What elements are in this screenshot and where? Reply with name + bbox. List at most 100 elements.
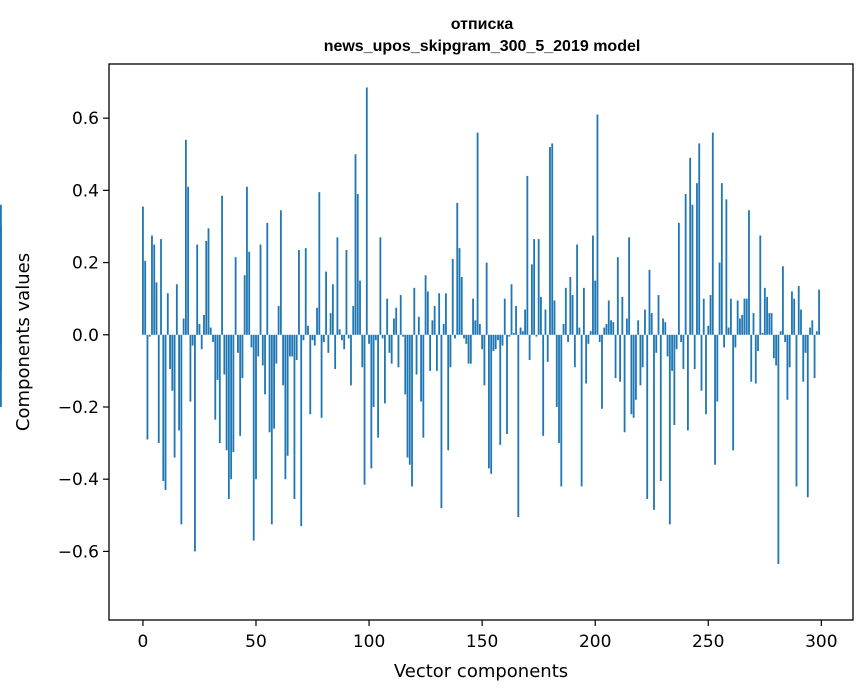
bar-27 [203, 314, 205, 335]
bar-298 [815, 331, 818, 335]
bar-250 [707, 325, 710, 335]
y-tick-label: 0.0 [72, 326, 99, 346]
x-tick-label: 50 [245, 632, 267, 652]
bar-173 [533, 239, 536, 335]
bar-192 [576, 244, 579, 335]
bar-30 [209, 327, 212, 335]
bar-252 [711, 132, 714, 335]
bar-87 [338, 329, 341, 335]
bar-224 [648, 269, 651, 335]
bar-249 [705, 334, 707, 415]
bar-57 [270, 334, 273, 525]
bar-195 [582, 287, 585, 335]
bar-184 [558, 334, 560, 444]
bar-273 [759, 235, 762, 335]
bar-59 [275, 334, 278, 364]
bar-98 [363, 334, 366, 485]
bar-72 [304, 248, 307, 335]
bar-251 [709, 295, 712, 335]
bar-8 [160, 239, 162, 335]
bar-143 [465, 334, 468, 344]
bar-58 [273, 334, 275, 429]
bar-203 [601, 334, 603, 409]
bar-113 [397, 334, 400, 368]
bar-196 [585, 334, 588, 384]
bar-119 [411, 334, 413, 487]
bar-69 [298, 249, 300, 335]
bar-145 [469, 334, 472, 364]
bar-118 [408, 334, 411, 465]
bar-123 [420, 334, 422, 402]
bar-91 [347, 334, 350, 339]
bar-127 [429, 334, 432, 371]
bar-18 [182, 318, 185, 335]
bar-126 [426, 291, 429, 335]
bar-180 [549, 147, 551, 335]
bar-226 [653, 334, 655, 510]
bar-164 [512, 332, 515, 335]
bar-136 [449, 334, 452, 368]
bar-undefined [0, 204, 2, 335]
bar-67 [293, 334, 296, 500]
bar-99 [365, 87, 368, 335]
bar-183 [555, 334, 558, 407]
bar-163 [510, 284, 513, 335]
bar-42 [237, 334, 239, 353]
x-tick-label: 200 [579, 632, 611, 652]
bar-185 [560, 334, 563, 487]
bar-36 [223, 334, 226, 375]
chart-title: отписка [451, 16, 514, 33]
bar-280 [775, 334, 778, 366]
bar-88 [341, 334, 343, 341]
bar-65 [289, 334, 291, 357]
bar-178 [544, 309, 547, 335]
bar-133 [442, 323, 445, 335]
x-tick-label: 250 [692, 632, 724, 652]
bar-5 [153, 244, 156, 335]
bar-189 [569, 277, 572, 335]
bar-177 [542, 334, 545, 436]
bar-157 [497, 334, 499, 341]
bar-64 [286, 334, 289, 456]
bar-253 [714, 334, 716, 465]
bar-148 [476, 132, 479, 335]
bar-63 [284, 334, 287, 480]
bar-83 [329, 313, 332, 335]
bar-17 [180, 334, 183, 525]
bar-55 [266, 222, 269, 335]
bar-135 [447, 334, 450, 451]
y-axis-label: Components values [13, 253, 34, 431]
bar-285 [786, 334, 789, 400]
bar-167 [519, 327, 522, 335]
bar-111 [393, 318, 395, 335]
bar-172 [530, 264, 533, 335]
bar-244 [693, 334, 696, 370]
bar-242 [689, 157, 692, 335]
bar-112 [395, 307, 398, 335]
bar-107 [383, 334, 386, 404]
y-tick-label: 0.4 [72, 181, 99, 201]
bar-117 [406, 334, 409, 458]
bar-6 [155, 282, 158, 335]
bar-95 [356, 193, 359, 335]
bar-47 [248, 251, 251, 335]
bar-230 [662, 318, 664, 335]
bar-243 [691, 204, 694, 335]
bar-147 [474, 320, 477, 335]
bar-294 [806, 334, 809, 498]
bar-158 [499, 334, 502, 445]
bar-14 [173, 334, 176, 458]
bar-137 [451, 258, 454, 335]
bar-85 [334, 334, 337, 370]
bar-296 [811, 320, 814, 335]
bar-undefined [0, 334, 2, 346]
bar-75 [311, 334, 314, 341]
bar-150 [481, 334, 484, 350]
bar-21 [189, 334, 192, 402]
bar-46 [246, 186, 248, 335]
y-tick-label: 0.6 [72, 109, 99, 129]
bar-37 [225, 334, 228, 451]
bar-265 [741, 314, 744, 335]
bar-49 [252, 334, 255, 541]
bar-174 [535, 334, 538, 337]
